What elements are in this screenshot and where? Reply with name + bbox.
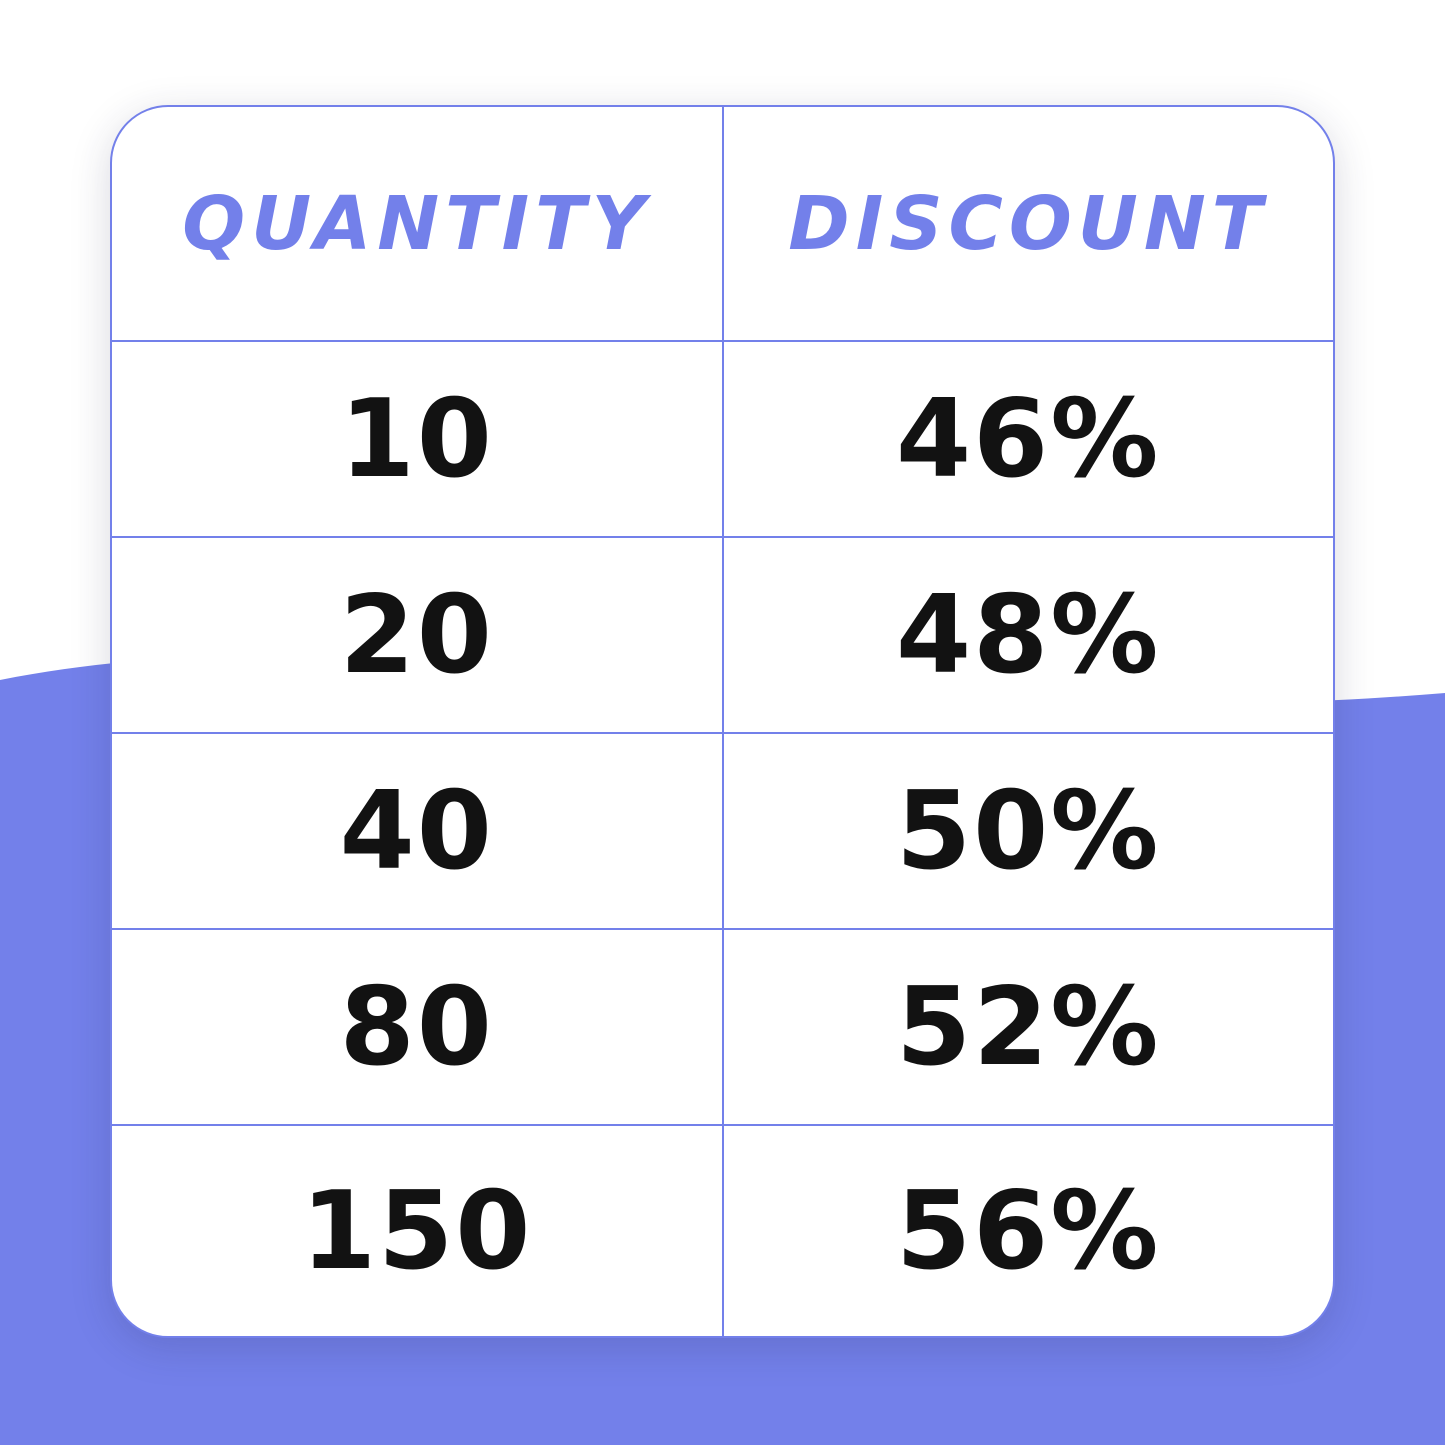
discount-cell: 46% — [895, 376, 1161, 502]
quantity-cell: 80 — [112, 930, 724, 1124]
quantity-cell: 40 — [112, 734, 724, 928]
table-row: 150 56% — [112, 1126, 1333, 1336]
discount-table: QUANTITY DISCOUNT 10 46% 20 48% 40 50% 8… — [110, 105, 1335, 1338]
header-discount: DISCOUNT — [788, 180, 1269, 267]
discount-cell: 56% — [895, 1168, 1161, 1294]
discount-cell: 52% — [895, 964, 1161, 1090]
quantity-cell: 150 — [112, 1126, 724, 1336]
table-row: 10 46% — [112, 342, 1333, 538]
header-quantity: QUANTITY — [112, 107, 724, 340]
quantity-cell: 20 — [112, 538, 724, 732]
table-row: 20 48% — [112, 538, 1333, 734]
table-row: 40 50% — [112, 734, 1333, 930]
table-header-row: QUANTITY DISCOUNT — [112, 107, 1333, 342]
discount-cell: 50% — [895, 768, 1161, 894]
table-row: 80 52% — [112, 930, 1333, 1126]
discount-cell: 48% — [895, 572, 1161, 698]
quantity-cell: 10 — [112, 342, 724, 536]
